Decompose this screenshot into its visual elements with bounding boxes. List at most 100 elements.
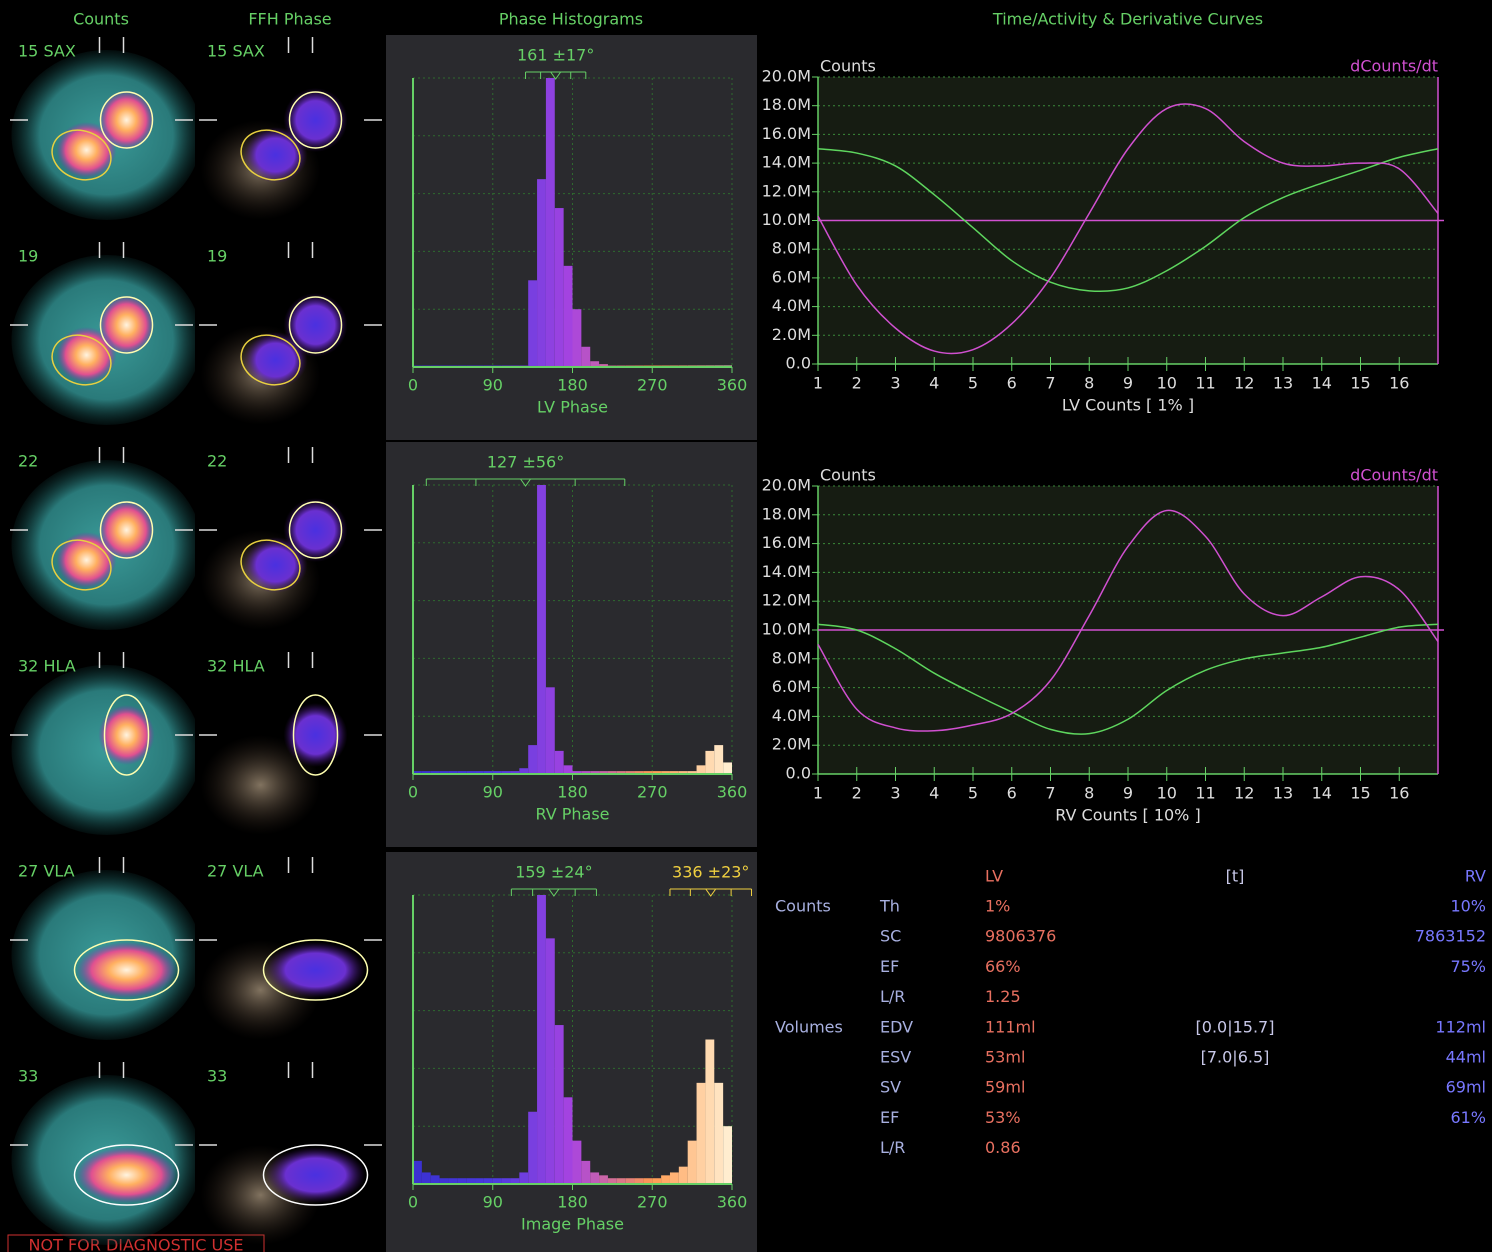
x-tick-label: 360 — [717, 783, 748, 802]
histogram-bar — [510, 1178, 520, 1184]
histogram-panel — [386, 35, 757, 440]
histogram-bar — [723, 1126, 732, 1184]
x-tick-label: 8 — [1084, 784, 1094, 803]
x-tick-label: 6 — [1007, 374, 1017, 393]
curve — [817, 509, 1439, 732]
histogram-bar — [448, 1178, 458, 1184]
histogram-bar — [430, 771, 440, 774]
slice-label: 27 VLA — [18, 862, 75, 881]
y-tick-label: 2.0M — [772, 735, 811, 754]
x-tick-label: 0 — [408, 783, 418, 802]
x-axis-label: LV Counts [ 1% ] — [1062, 396, 1194, 415]
histogram-bar — [607, 1178, 617, 1184]
x-tick-label: 0 — [408, 376, 418, 395]
rv-activity — [56, 122, 117, 178]
lv-phase — [283, 498, 348, 562]
rv-phase — [243, 332, 308, 388]
series-label: Counts — [820, 57, 876, 76]
column-title: Time/Activity & Derivative Curves — [992, 10, 1263, 29]
lv-activity — [98, 295, 155, 355]
histogram-bar — [413, 1160, 422, 1184]
lv-contour — [262, 939, 369, 1001]
column-title: FFH Phase — [248, 10, 331, 29]
histogram-bar — [492, 1178, 502, 1184]
phase-marker — [510, 888, 597, 897]
lv-activity — [76, 942, 177, 998]
x-tick-label: 180 — [557, 1193, 588, 1212]
y-tick-label: 16.0M — [762, 124, 811, 143]
histogram-bar — [421, 771, 431, 774]
x-tick-label: 5 — [968, 784, 978, 803]
x-axis-label: RV Counts [ 10% ] — [1055, 806, 1200, 825]
marker-label: 161 ±17° — [517, 46, 594, 65]
curve — [817, 623, 1439, 735]
image-cell: 32 HLA — [10, 652, 195, 835]
image — [11, 460, 195, 630]
phase-marker — [525, 71, 587, 80]
histogram-bar — [483, 1178, 493, 1184]
x-tick-label: 2 — [852, 374, 862, 393]
table-cell: [t] — [1226, 867, 1245, 886]
histogram-bar — [421, 1172, 431, 1184]
lv-contour — [73, 1144, 180, 1206]
lv-contour — [73, 939, 180, 1001]
table-cell: 53ml — [985, 1048, 1025, 1067]
image — [11, 255, 195, 425]
slice-label: 19 — [18, 247, 38, 266]
histogram-bar — [448, 771, 458, 774]
histogram-bar — [669, 771, 679, 774]
x-tick-label: 13 — [1273, 374, 1293, 393]
histogram-bar — [439, 771, 449, 774]
lv-phase — [265, 1147, 366, 1203]
rv-contour — [240, 334, 301, 386]
y-tick-label: 2.0M — [772, 325, 811, 344]
slice-label: 32 HLA — [18, 657, 76, 676]
histogram-bar — [563, 1097, 573, 1184]
y-tick-label: 12.0M — [762, 591, 811, 610]
histogram-bar — [572, 1140, 582, 1184]
y-tick-label: 20.0M — [762, 67, 811, 86]
histogram-bar — [439, 1178, 449, 1184]
x-tick-label: 3 — [890, 784, 900, 803]
histogram-bar — [687, 1140, 697, 1184]
lv-contour — [103, 694, 150, 776]
x-tick-label: 12 — [1234, 784, 1254, 803]
rv-contour — [51, 334, 112, 386]
histogram-bar — [537, 179, 546, 367]
y-tick-label: 8.0M — [772, 239, 811, 258]
x-tick-label: 12 — [1234, 374, 1254, 393]
lv-contour — [288, 501, 343, 559]
y-tick-label: 16.0M — [762, 533, 811, 552]
curve — [817, 148, 1439, 292]
histogram-bar — [590, 771, 600, 774]
marker-pointer — [705, 888, 717, 897]
column-title: Counts — [73, 10, 129, 29]
table-cell: 66% — [985, 957, 1021, 976]
rv-activity — [56, 532, 117, 588]
histogram-bar — [554, 208, 564, 367]
table-cell: 69ml — [1446, 1078, 1486, 1097]
x-axis-label: LV Phase — [537, 398, 608, 417]
histogram-bar — [696, 1082, 706, 1184]
table-cell: RV — [1465, 867, 1486, 886]
histogram-bar — [625, 1178, 635, 1184]
lv-activity — [98, 705, 155, 765]
table-cell: EF — [880, 1108, 899, 1127]
x-tick-label: 5 — [968, 374, 978, 393]
marker-label: 127 ±56° — [487, 453, 564, 472]
table-cell: 0.86 — [985, 1138, 1021, 1157]
lv-contour — [292, 694, 339, 776]
x-axis-label: Image Phase — [521, 1215, 624, 1234]
image-cell: 22 — [199, 447, 382, 630]
rv-contour — [51, 129, 112, 181]
image-cell: 15 SAX — [199, 37, 382, 220]
histogram-bar — [519, 1172, 529, 1184]
lv-activity — [98, 500, 155, 560]
image-cell: 19 — [199, 242, 382, 425]
y-tick-label: 0.0 — [786, 764, 811, 783]
histogram-bar — [590, 1172, 600, 1184]
histogram-bar — [537, 485, 546, 774]
histogram-bar — [528, 280, 538, 367]
marker-pointer — [520, 478, 531, 487]
